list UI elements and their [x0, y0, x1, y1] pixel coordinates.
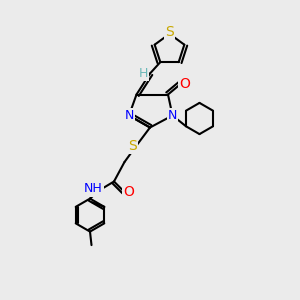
- Text: NH: NH: [84, 182, 103, 196]
- Text: N: N: [124, 109, 134, 122]
- Text: H: H: [139, 67, 148, 80]
- Text: O: O: [124, 185, 134, 199]
- Text: S: S: [165, 26, 174, 39]
- Text: S: S: [128, 139, 137, 152]
- Text: N: N: [168, 109, 177, 122]
- Text: O: O: [179, 77, 190, 91]
